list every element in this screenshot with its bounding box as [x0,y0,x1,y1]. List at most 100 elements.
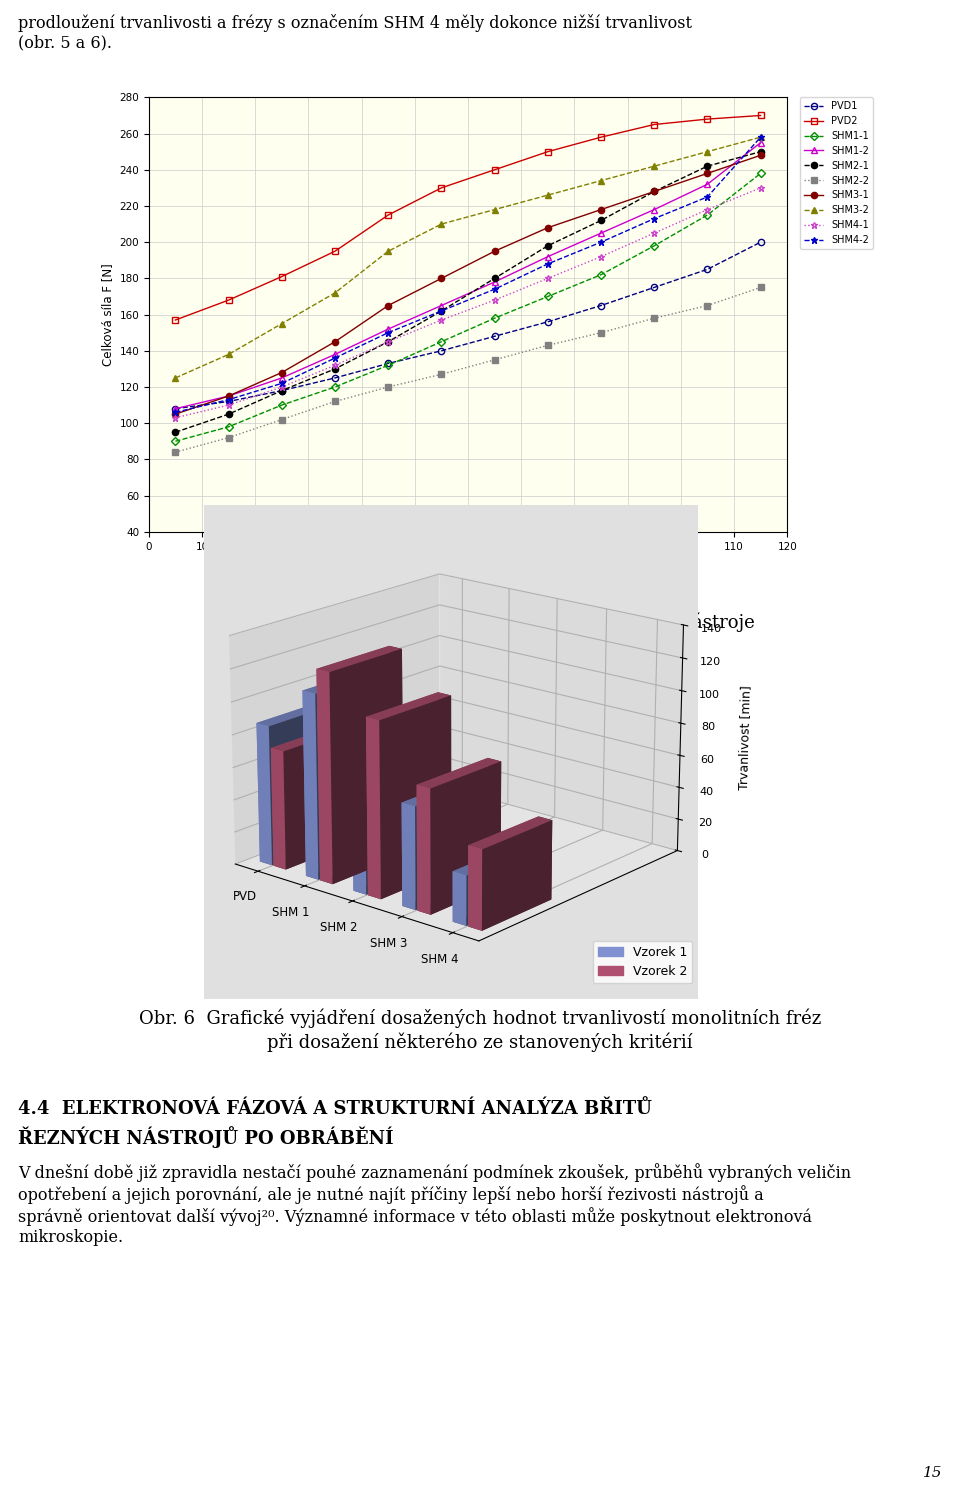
SHM1-2 [648,201,660,219]
SHM1-2 [382,321,394,339]
Text: prodloužení trvanlivosti a frézy s označením SHM 4 měly dokonce nižší trvanlivos: prodloužení trvanlivosti a frézy s označ… [18,13,692,31]
SHM1-2 [755,133,766,151]
Text: při nesousledném frézování  pro všechny testované nástroje: při nesousledném frézování pro všechny t… [205,613,755,632]
PVD1 [648,279,660,297]
PVD2 [648,115,660,133]
Line: SHM3-2: SHM3-2 [172,133,764,380]
SHM4-1 [276,377,288,395]
SHM4-2 [595,234,607,252]
SHM1-1 [436,333,447,351]
SHM2-2 [542,337,554,355]
Text: ŘEZNÝCH NÁSTROJŮ PO OBRÁBĚNÍ: ŘEZNÝCH NÁSTROJŮ PO OBRÁBĚNÍ [18,1126,394,1147]
PVD1 [489,327,500,345]
SHM3-2 [276,315,288,333]
PVD2 [755,106,766,124]
SHM3-2 [489,201,500,219]
Text: při dosažení některého ze stanovených kritérií: při dosažení některého ze stanovených kr… [267,1032,693,1052]
SHM3-1 [436,270,447,288]
SHM4-2 [276,374,288,392]
PVD2 [223,291,234,309]
PVD1 [542,313,554,331]
SHM4-1 [382,333,394,351]
Line: SHM3-1: SHM3-1 [172,153,764,418]
PVD2 [595,129,607,147]
SHM4-1 [595,247,607,265]
Text: 4.4  ELEKTRONOVÁ FÁZOVÁ A STRUKTURNÍ ANALÝZA BŘITŮ: 4.4 ELEKTRONOVÁ FÁZOVÁ A STRUKTURNÍ ANAL… [18,1100,652,1118]
PVD1 [595,297,607,315]
SHM3-1 [648,183,660,201]
PVD1 [382,355,394,373]
SHM3-2 [382,243,394,261]
SHM4-2 [542,255,554,273]
SHM3-2 [595,172,607,190]
SHM1-1 [648,237,660,255]
Text: Obr. 5  Průběhy celkové síly v závislosti na čase: Obr. 5 Průběhy celkové síly v závislosti… [262,589,698,608]
SHM1-2 [276,369,288,386]
SHM1-1 [595,265,607,283]
PVD1 [702,261,713,279]
SHM1-2 [702,175,713,193]
SHM2-1 [436,303,447,321]
SHM1-2 [223,386,234,404]
PVD2 [436,178,447,196]
PVD2 [542,142,554,160]
SHM1-2 [436,297,447,315]
SHM1-1 [382,357,394,374]
SHM4-2 [382,324,394,342]
SHM3-1 [223,386,234,404]
SHM3-1 [329,333,341,351]
SHM2-1 [276,382,288,400]
SHM3-1 [595,201,607,219]
PVD2 [276,268,288,286]
Legend: PVD1, PVD2, SHM1-1, SHM1-2, SHM2-1, SHM2-2, SHM3-1, SHM3-2, SHM4-1, SHM4-2: PVD1, PVD2, SHM1-1, SHM1-2, SHM2-1, SHM2… [800,97,873,249]
SHM1-1 [489,309,500,327]
SHM3-2 [223,346,234,364]
Text: mikroskopie.: mikroskopie. [18,1228,123,1246]
SHM2-2 [702,297,713,315]
SHM3-2 [542,186,554,204]
SHM1-2 [542,247,554,265]
SHM2-1 [223,404,234,422]
SHM3-1 [755,147,766,165]
SHM4-1 [223,395,234,413]
Line: SHM2-1: SHM2-1 [172,148,764,436]
SHM2-2 [382,377,394,395]
SHM1-1 [329,377,341,395]
PVD2 [702,109,713,127]
SHM2-1 [382,333,394,351]
PVD1 [276,382,288,400]
SHM4-2 [755,129,766,147]
SHM2-1 [595,211,607,229]
SHM3-1 [382,297,394,315]
SHM2-1 [648,183,660,201]
SHM3-2 [329,285,341,303]
SHM4-1 [648,225,660,243]
SHM2-1 [170,424,181,442]
SHM1-1 [702,207,713,225]
SHM4-1 [755,178,766,196]
Text: 15: 15 [923,1467,942,1480]
SHM3-2 [436,216,447,234]
Text: V dnešní době již zpravidla nestačí pouhé zaznamenání podmínek zkoušek, průběhů : V dnešní době již zpravidla nestačí pouh… [18,1162,852,1182]
SHM2-2 [489,351,500,369]
SHM4-1 [170,409,181,427]
SHM1-1 [542,288,554,306]
Line: PVD2: PVD2 [172,112,764,324]
SHM1-2 [595,225,607,243]
PVD1 [755,234,766,252]
SHM4-1 [702,201,713,219]
SHM3-2 [648,157,660,175]
Text: Obr. 6  Grafické vyjádření dosažených hodnot trvanlivostí monolitních fréz: Obr. 6 Grafické vyjádření dosažených hod… [139,1008,821,1028]
PVD1 [436,342,447,360]
SHM1-2 [489,273,500,291]
Line: SHM1-2: SHM1-2 [172,139,764,412]
X-axis label: Čas obrábění [min]: Čas obrábění [min] [412,557,524,571]
Text: (obr. 5 a 6).: (obr. 5 a 6). [18,34,112,51]
Line: SHM1-1: SHM1-1 [172,171,764,445]
SHM3-1 [702,165,713,183]
SHM2-2 [648,309,660,327]
SHM1-1 [170,433,181,451]
Line: SHM4-1: SHM4-1 [172,184,764,421]
SHM2-2 [329,392,341,410]
SHM3-1 [542,219,554,237]
